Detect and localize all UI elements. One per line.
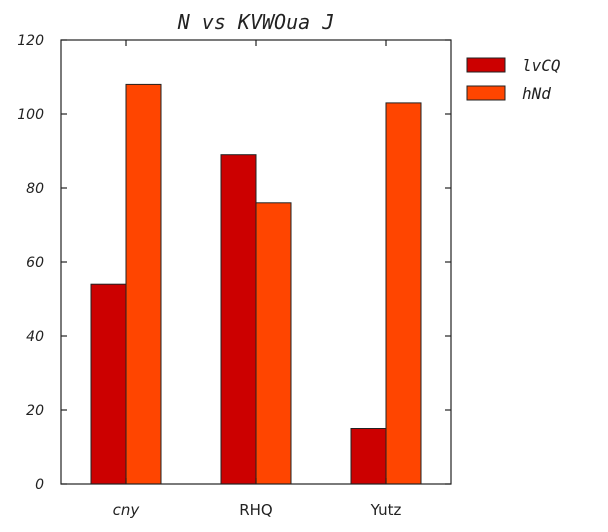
legend-label-hNd: hNd <box>522 84 551 103</box>
bar-hNd-cny <box>125 83 162 485</box>
y-tick-label-60: 60 <box>26 255 44 271</box>
x-tick-label-cny: cny <box>113 501 141 519</box>
y-tick-label-100: 100 <box>17 107 44 123</box>
y-tick-label-20: 20 <box>26 403 44 419</box>
legend-label-lvCQ: lvCQ <box>522 56 561 75</box>
chart-title: N vs KVWOua J <box>177 10 335 34</box>
bar-hNd-RHQ <box>255 202 292 485</box>
legend: lvCQ hNd <box>466 56 561 103</box>
y-tick-label-80: 80 <box>26 181 44 197</box>
y-tick-label-0: 0 <box>35 477 44 493</box>
x-tick-label-RHQ: RHQ <box>239 501 273 519</box>
y-tick-label-40: 40 <box>26 329 44 345</box>
bar-hNd-Yutz <box>385 102 422 485</box>
x-tick-label-Yutz: Yutz <box>370 501 402 519</box>
bar-lvCQ-cny <box>90 283 127 485</box>
legend-swatch-hNd <box>466 85 506 101</box>
y-tick-label-120: 120 <box>17 33 44 49</box>
bar-lvCQ-Yutz <box>350 428 387 485</box>
bars-layer <box>90 83 422 485</box>
legend-swatch-lvCQ <box>466 57 506 73</box>
bar-lvCQ-RHQ <box>220 154 257 485</box>
ticks-layer: cny RHQ Yutz 0 20 40 60 80 100 120 <box>17 33 451 519</box>
